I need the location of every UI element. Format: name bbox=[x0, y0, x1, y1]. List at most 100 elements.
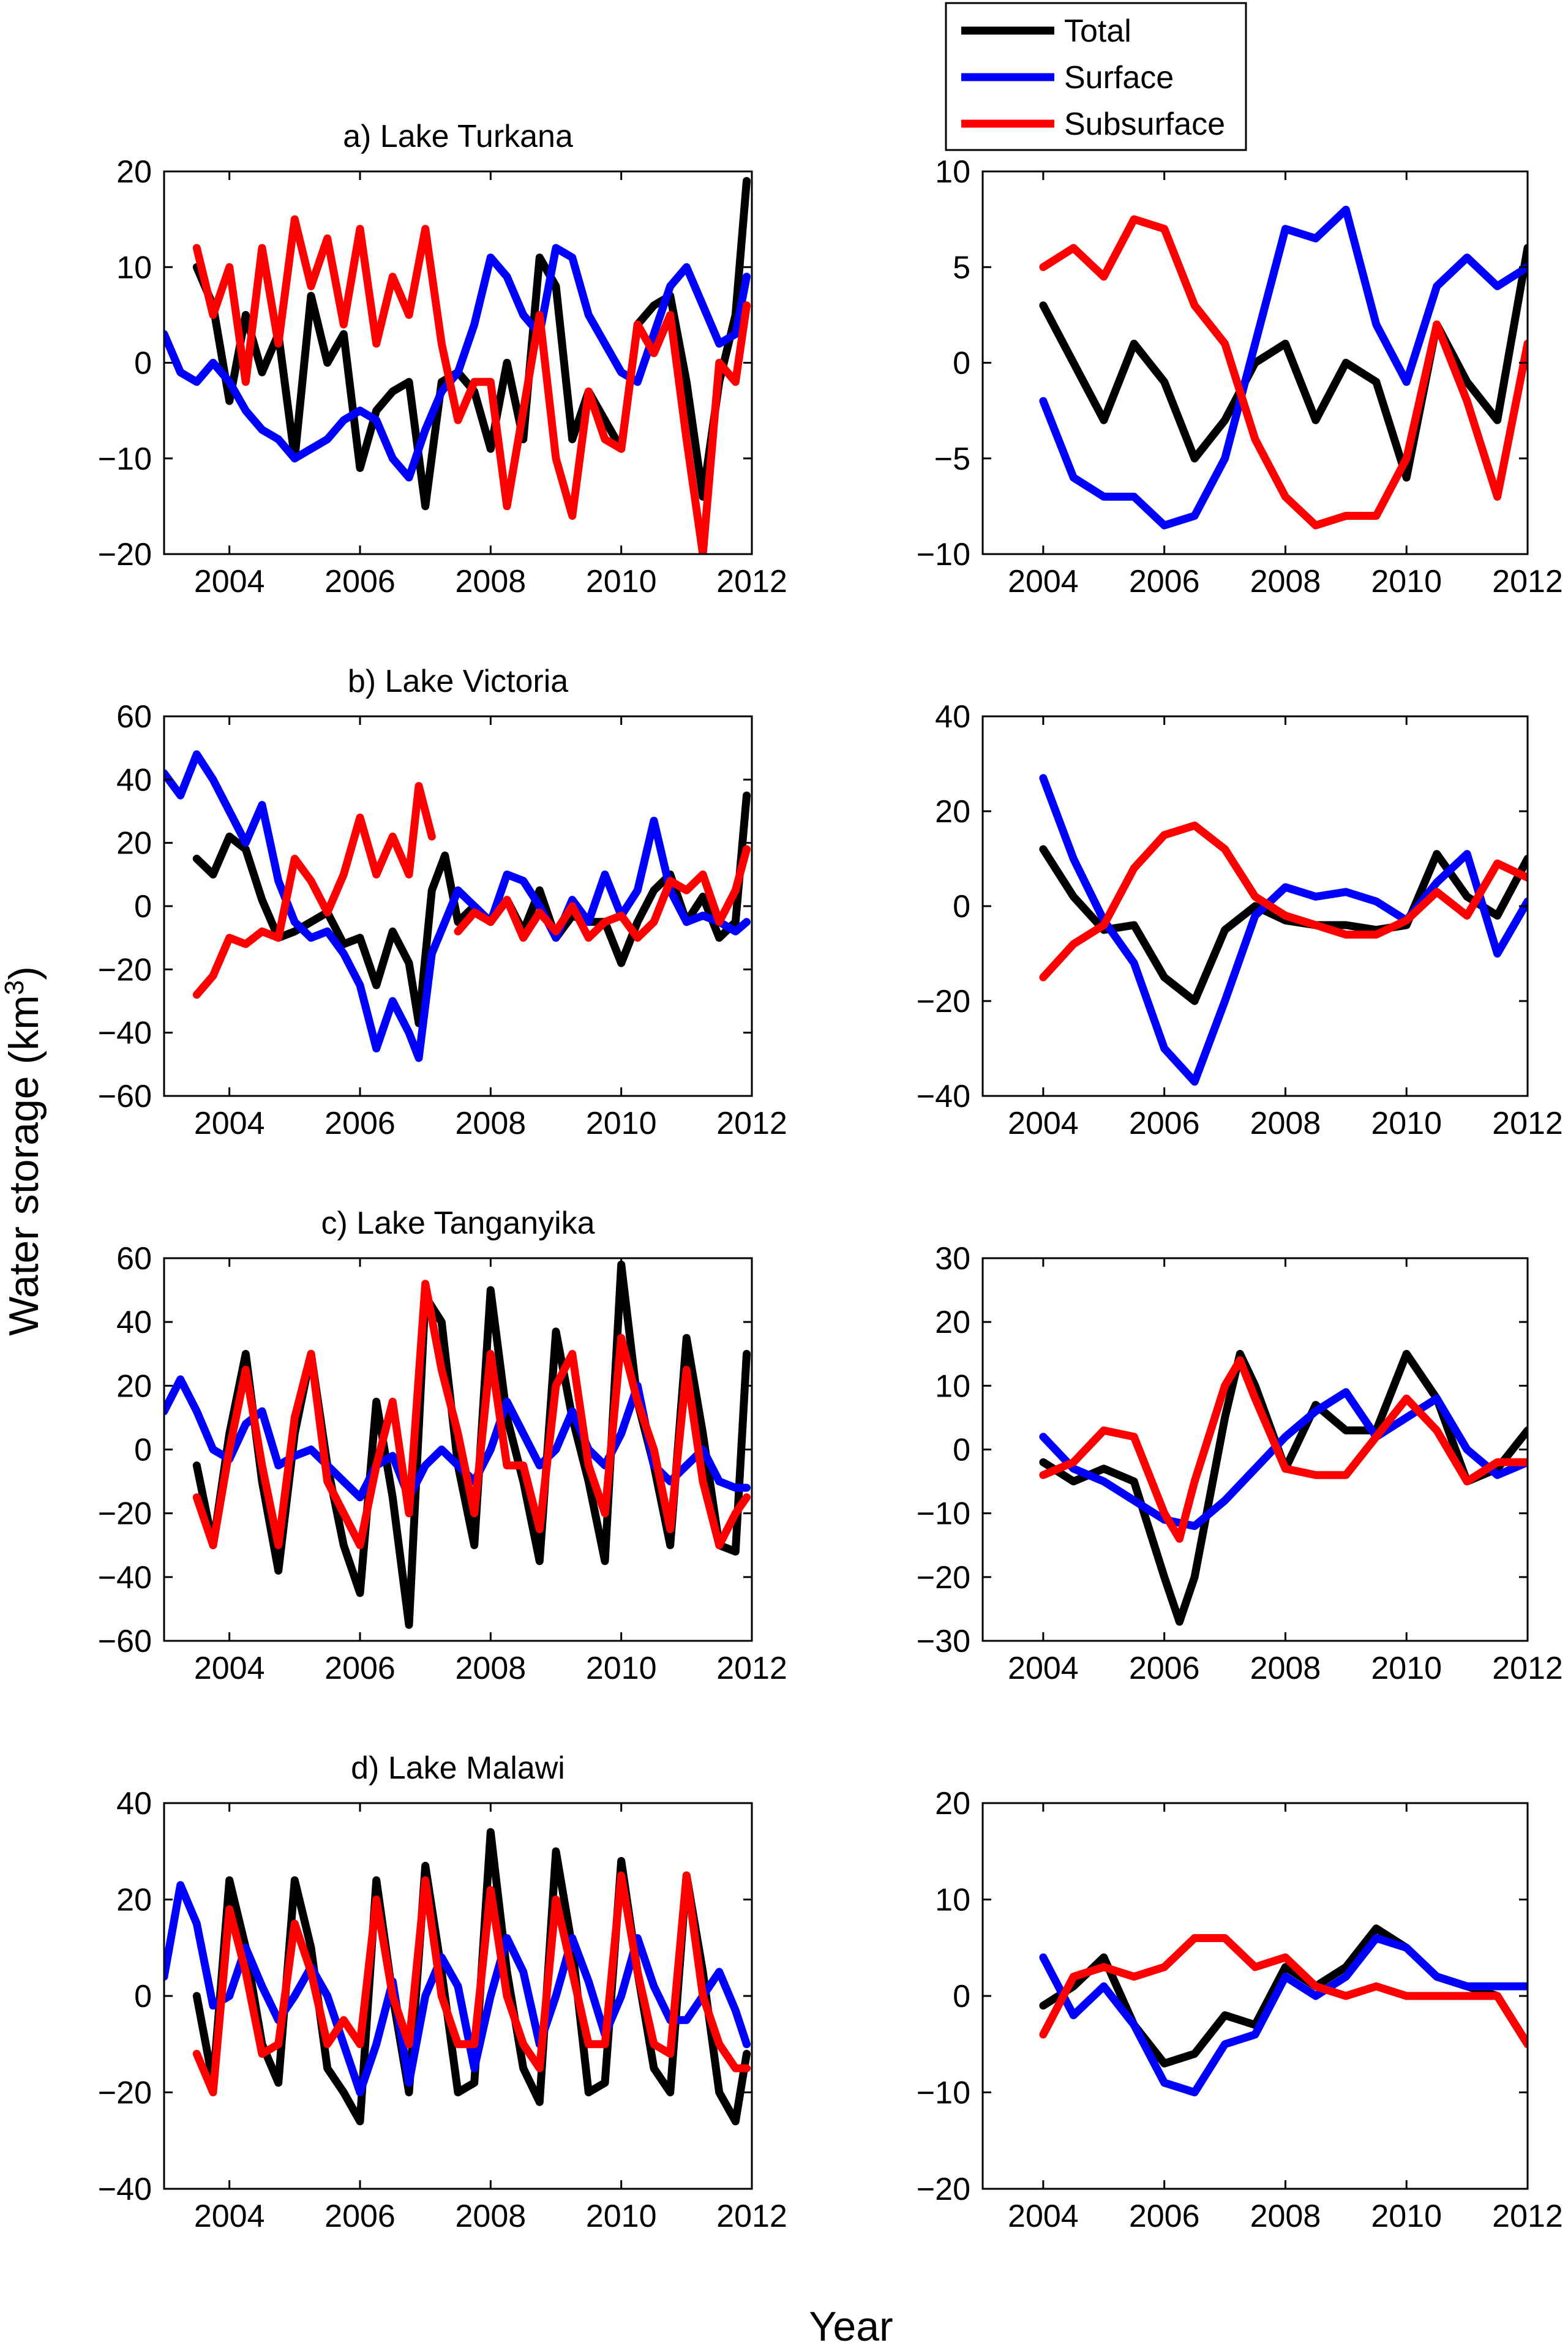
series-line-surface bbox=[1039, 774, 1528, 1086]
y-tick-label: −5 bbox=[934, 441, 970, 477]
x-tick-label: 2004 bbox=[1008, 2199, 1079, 2234]
series-line-surface bbox=[1039, 206, 1528, 530]
x-tick-label: 2012 bbox=[1492, 2199, 1563, 2234]
x-tick-label: 2012 bbox=[716, 564, 787, 599]
y-tick-label: 20 bbox=[116, 826, 152, 861]
y-tick-label: 40 bbox=[116, 1786, 152, 1821]
y-tick-label: 0 bbox=[953, 889, 970, 925]
panel-title: b) Lake Victoria bbox=[348, 664, 568, 699]
series-line-surface bbox=[164, 1881, 751, 2096]
series-line-total bbox=[192, 791, 751, 1027]
y-tick-label: −10 bbox=[98, 441, 152, 477]
y-tick-label: 0 bbox=[134, 1979, 152, 2014]
panel-turkana-smooth: 2004 2006 2008 2010 2012 −10 −5 0 5 10 bbox=[917, 154, 1563, 599]
x-tick-label: 2010 bbox=[1371, 564, 1442, 599]
x-tick-label: 2008 bbox=[1250, 2199, 1321, 2234]
panel-turkana-raw: 2004 2006 2008 2010 2012 −20 −10 0 10 20 a) Lake T… bbox=[98, 119, 787, 599]
y-tick-label: −40 bbox=[98, 2172, 152, 2207]
legend-label-surface: Surface bbox=[1064, 60, 1174, 96]
y-tick-label: 5 bbox=[953, 250, 970, 285]
y-tick-label: 60 bbox=[116, 699, 152, 735]
x-tick-label: 2008 bbox=[455, 564, 526, 599]
panel-title: d) Lake Malawi bbox=[351, 1750, 565, 1786]
x-tick-label: 2012 bbox=[716, 1106, 787, 1141]
x-tick-label: 2010 bbox=[586, 564, 657, 599]
x-tick-label: 2012 bbox=[716, 2199, 787, 2234]
series-line-subsurface bbox=[192, 1280, 751, 1550]
panel-victoria-raw: 2004 2006 2008 2010 2012 −60 −40 −20 0 20 40 60 b) L… bbox=[98, 664, 787, 1141]
y-tick-label: 10 bbox=[935, 154, 970, 190]
series-line-surface bbox=[164, 244, 751, 482]
x-tick-label: 2006 bbox=[324, 2199, 396, 2234]
y-tick-label: −30 bbox=[917, 1624, 970, 1659]
x-tick-label: 2008 bbox=[455, 1106, 526, 1141]
y-tick-label: −40 bbox=[98, 1016, 152, 1051]
series-group bbox=[164, 1260, 751, 1629]
y-tick-label: −60 bbox=[98, 1624, 152, 1659]
y-tick-label: 20 bbox=[935, 1305, 970, 1340]
x-tick-label: 2010 bbox=[1371, 1651, 1442, 1686]
x-tick-label: 2008 bbox=[1250, 1106, 1321, 1141]
y-tick-label: 60 bbox=[116, 1241, 152, 1277]
x-tick-label: 2004 bbox=[1008, 1651, 1079, 1686]
y-tick-label: −20 bbox=[917, 984, 970, 1019]
x-tick-label: 2008 bbox=[1250, 564, 1321, 599]
y-tick-label: 20 bbox=[116, 154, 152, 190]
x-tick-label: 2004 bbox=[1008, 1106, 1079, 1141]
series-line-total bbox=[192, 1828, 751, 2126]
x-tick-label: 2012 bbox=[716, 1651, 787, 1686]
x-tick-label: 2010 bbox=[586, 1106, 657, 1141]
x-tick-label: 2010 bbox=[1371, 1106, 1442, 1141]
y-tick-label: 0 bbox=[134, 1433, 152, 1468]
panel-title: c) Lake Tanganyika bbox=[321, 1206, 595, 1241]
x-tick-label: 2006 bbox=[324, 1106, 396, 1141]
y-tick-label: −40 bbox=[917, 1079, 970, 1114]
x-tick-label: 2008 bbox=[1250, 1651, 1321, 1686]
y-tick-label: 40 bbox=[935, 699, 970, 735]
series-group bbox=[1039, 1349, 1528, 1626]
x-tick-label: 2012 bbox=[1492, 1106, 1563, 1141]
y-tick-label: −10 bbox=[917, 1496, 970, 1532]
series-line-total bbox=[1039, 845, 1528, 1005]
x-tick-label: 2006 bbox=[324, 1651, 396, 1686]
x-tick-label: 2006 bbox=[1129, 1651, 1200, 1686]
x-axis-title: Year bbox=[809, 2303, 893, 2348]
x-tick-label: 2006 bbox=[324, 564, 396, 599]
y-axis-title: Water storage (km3) bbox=[0, 966, 47, 1336]
panel-malawi-raw: 2004 2006 2008 2010 2012 −40 −20 0 20 40 d) Lake M… bbox=[98, 1750, 787, 2234]
series-line-subsurface bbox=[192, 215, 751, 554]
x-tick-label: 2004 bbox=[194, 1651, 265, 1686]
series-group bbox=[1039, 774, 1528, 1086]
panel-title: a) Lake Turkana bbox=[343, 119, 573, 154]
y-tick-label: 20 bbox=[116, 1883, 152, 1918]
y-tick-label: 20 bbox=[935, 794, 970, 830]
legend-label-total: Total bbox=[1064, 13, 1131, 49]
y-tick-label: 10 bbox=[116, 250, 152, 285]
x-tick-label: 2004 bbox=[1008, 564, 1079, 599]
y-tick-label: 30 bbox=[935, 1241, 970, 1277]
y-tick-label: 20 bbox=[116, 1368, 152, 1404]
y-tick-label: 20 bbox=[935, 1786, 970, 1821]
y-tick-label: 0 bbox=[953, 1433, 970, 1468]
series-line-surface bbox=[1039, 1388, 1528, 1530]
x-tick-label: 2004 bbox=[194, 2199, 265, 2234]
y-axis-title-superscript: 3 bbox=[0, 980, 29, 995]
series-line-subsurface bbox=[192, 782, 751, 999]
series-group bbox=[164, 750, 751, 1062]
x-tick-label: 2012 bbox=[1492, 564, 1563, 599]
x-tick-label: 2006 bbox=[1129, 2199, 1200, 2234]
panel-tanganyika-raw: 2004 2006 2008 2010 2012 −60 −40 −20 0 20 40 60 c) L… bbox=[98, 1206, 787, 1686]
x-tick-label: 2012 bbox=[1492, 1651, 1563, 1686]
series-group bbox=[164, 1828, 751, 2126]
legend-label-subsurface: Subsurface bbox=[1064, 107, 1225, 142]
y-tick-label: 40 bbox=[116, 762, 152, 798]
y-tick-label: 40 bbox=[116, 1305, 152, 1340]
y-tick-label: −40 bbox=[98, 1560, 152, 1596]
x-tick-label: 2008 bbox=[455, 2199, 526, 2234]
y-tick-label: −20 bbox=[98, 537, 152, 572]
legend-entries: Total Surface Subsurface bbox=[961, 13, 1225, 142]
series-line-subsurface bbox=[192, 1871, 751, 2096]
panel-victoria-smooth: 2004 2006 2008 2010 2012 −40 −20 0 20 40 bbox=[917, 699, 1563, 1141]
series-line-surface bbox=[1039, 1934, 1528, 2096]
series-line-subsurface bbox=[1039, 215, 1528, 530]
